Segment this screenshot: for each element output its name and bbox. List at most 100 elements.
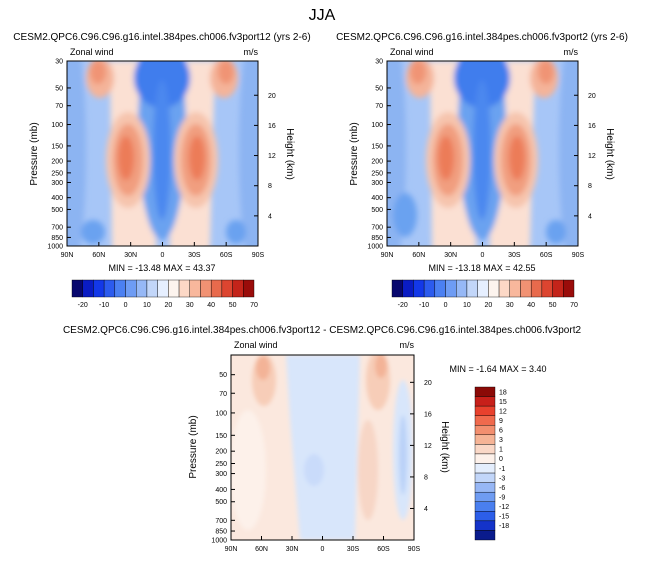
panel-2-ytick-label: 400 — [371, 195, 383, 202]
colorbar-label: 1 — [499, 447, 503, 454]
panel-3-stats: MIN = -1.64 MAX = 3.40 — [449, 364, 546, 374]
colorbar-swatch — [474, 491, 496, 502]
colorbar-label: -15 — [499, 514, 509, 521]
panel-1-ytick-label: 70 — [55, 103, 63, 110]
colorbar-swatch — [146, 279, 158, 298]
colorbar-label: 20 — [164, 302, 172, 309]
panel-3-xtick-label: 60S — [377, 546, 390, 553]
colorbar-swatch — [474, 463, 496, 474]
colorbar-swatch — [474, 472, 496, 483]
panel-1-ytick-label: 850 — [51, 235, 63, 242]
panel-2-ytick-label: 100 — [371, 122, 383, 129]
panel-2-left-label: Zonal wind — [390, 47, 434, 57]
panel-2-ytick-label: 150 — [371, 143, 383, 150]
panel-2-title: CESM2.QPC6.C96.C96.g16.intel.384pes.ch00… — [336, 32, 628, 43]
panel-3-ytick-label: 1000 — [211, 538, 227, 545]
panel-1-ytick-label: 500 — [51, 207, 63, 214]
panel-1-ytick-label: 1000 — [47, 244, 63, 251]
colorbar-label: 0 — [444, 302, 448, 309]
panel-2-xtick-label: 0 — [481, 252, 485, 259]
panel-2-ytick-right-label: 20 — [588, 93, 596, 100]
colorbar-swatch — [541, 279, 553, 298]
panel-1-ylabel: Pressure (mb) — [29, 122, 40, 185]
panel-3-right-label: m/s — [400, 340, 415, 350]
panel-1-ylabel-right: Height (km) — [284, 128, 295, 180]
panel-1-stats: MIN = -13.48 MAX = 43.37 — [108, 263, 215, 273]
colorbar-swatch — [232, 279, 244, 298]
panel-1-contours — [67, 61, 258, 246]
panel-2-ytick-label: 1000 — [367, 244, 383, 251]
panel-3-xtick-label: 0 — [321, 546, 325, 553]
colorbar-swatch — [488, 279, 500, 298]
panel-1-ytick-label: 30 — [55, 59, 63, 66]
panel-2-xtick-label: 90N — [381, 252, 394, 259]
panel-2-xtick-label: 30S — [508, 252, 521, 259]
panel-3: CESM2.QPC6.C96.C96.g16.intel.384pes.ch00… — [63, 325, 582, 553]
panel-2-ytick-right-label: 12 — [588, 153, 596, 160]
panel-1-colorbar: -20 -10 0 10 20 30 40 50 70 — [71, 279, 258, 309]
panel-3-ytick-label: 850 — [215, 529, 227, 536]
panel-1-ytick-label: 300 — [51, 180, 63, 187]
panel-3-ytick-label: 250 — [215, 461, 227, 468]
panel-1: CESM2.QPC6.C96.C96.g16.intel.384pes.ch00… — [13, 32, 310, 309]
colorbar-swatch — [474, 425, 496, 436]
panel-2-ytick-label: 200 — [371, 159, 383, 166]
panel-3-left-label: Zonal wind — [234, 340, 278, 350]
colorbar-swatch — [200, 279, 212, 298]
colorbar-label: -9 — [499, 494, 505, 501]
colorbar-label: 20 — [484, 302, 492, 309]
panel-3-ytick-right-label: 12 — [424, 443, 432, 450]
colorbar-swatch — [474, 482, 496, 493]
colorbar-swatch — [243, 279, 255, 298]
panel-2-ytick-label: 50 — [375, 85, 383, 92]
colorbar-label: 15 — [499, 399, 507, 406]
colorbar-swatch — [178, 279, 190, 298]
panel-3-xtick-label: 90N — [225, 546, 238, 553]
panel-1-ytick-right-label: 20 — [268, 93, 276, 100]
panel-3-xtick-label: 30N — [286, 546, 299, 553]
panel-2-xtick-label: 60N — [412, 252, 425, 259]
panel-3-ytick-label: 700 — [215, 518, 227, 525]
colorbar-swatch — [474, 405, 496, 416]
colorbar-label: 70 — [570, 302, 578, 309]
panel-2-ytick-label: 500 — [371, 207, 383, 214]
panel-3-ytick-right-label: 4 — [424, 506, 428, 513]
panel-3-xtick-label: 30S — [347, 546, 360, 553]
colorbar-label: 0 — [499, 456, 503, 463]
colorbar-label: -10 — [99, 302, 109, 309]
colorbar-swatch — [498, 279, 510, 298]
panel-2-ytick-label: 250 — [371, 170, 383, 177]
panel-2-ylabel-right: Height (km) — [604, 128, 615, 180]
colorbar-swatch — [474, 396, 496, 407]
panel-1-ytick-right-label: 4 — [268, 213, 272, 220]
colorbar-label: -20 — [398, 302, 408, 309]
colorbar-label: 50 — [229, 302, 237, 309]
panel-3-ytick-label: 150 — [215, 433, 227, 440]
panel-1-ytick-right-label: 16 — [268, 123, 276, 130]
panel-3-ytick-label: 50 — [219, 372, 227, 379]
colorbar-swatch — [563, 279, 575, 298]
panel-3-ytick-right-label: 8 — [424, 474, 428, 481]
panel-2-ytick-label: 850 — [371, 235, 383, 242]
panel-1-xtick-label: 30S — [188, 252, 201, 259]
colorbar-swatch — [552, 279, 564, 298]
colorbar-swatch — [530, 279, 543, 298]
colorbar-swatch — [114, 279, 126, 298]
panel-3-ylabel-right: Height (km) — [439, 421, 450, 473]
panel-2-ytick-right-label: 8 — [588, 183, 592, 190]
panel-1-ytick-label: 700 — [51, 225, 63, 232]
colorbar-label: -1 — [499, 466, 505, 473]
colorbar-label: 30 — [186, 302, 194, 309]
panel-3-colorbar: 18 15 12 9 6 3 1 0 -1 -3 -6 -9 -12 -15 -18 — [474, 386, 509, 541]
colorbar-label: 12 — [499, 408, 507, 415]
panel-1-xtick-label: 30N — [124, 252, 137, 259]
panel-3-xtick-label: 90S — [408, 546, 421, 553]
panel-3-ytick-right-label: 20 — [424, 380, 432, 387]
panel-1-title: CESM2.QPC6.C96.C96.g16.intel.384pes.ch00… — [13, 32, 310, 43]
panel-2-ylabel: Pressure (mb) — [349, 122, 360, 185]
panel-2-ytick-label: 30 — [375, 59, 383, 66]
panel-1-xtick-label: 90N — [61, 252, 74, 259]
panel-3-title: CESM2.QPC6.C96.C96.g16.intel.384pes.ch00… — [63, 325, 582, 336]
colorbar-swatch — [71, 279, 83, 298]
